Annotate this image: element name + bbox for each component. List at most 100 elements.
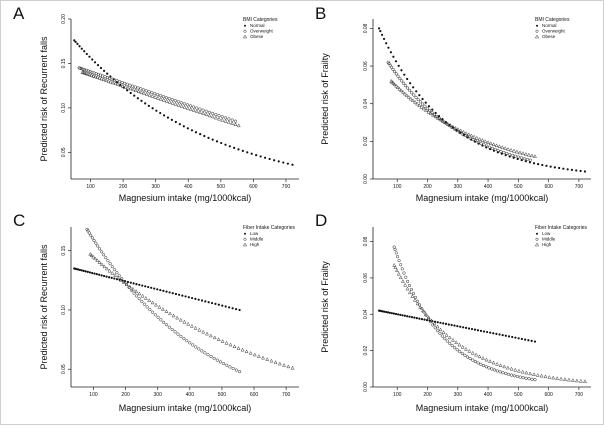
y-tick-label: 0.02 [363,136,369,146]
data-point [482,364,485,367]
data-point [287,163,289,165]
legend-entry: Low [250,231,259,236]
data-point [567,168,569,170]
data-point [387,47,389,49]
legend-marker [535,243,538,246]
data-point [413,317,415,319]
data-point [390,51,392,53]
data-point [147,286,149,288]
data-point [208,114,211,117]
data-point [159,289,161,291]
data-point [503,365,506,368]
data-point [224,117,227,120]
data-point [219,361,222,364]
data-point [172,314,175,317]
data-point [269,158,271,160]
data-point [496,370,499,373]
data-point [399,314,401,316]
data-point [395,252,398,255]
data-point [274,361,277,364]
data-point [168,97,171,100]
data-point [408,291,411,294]
series-high [89,253,294,370]
data-point [401,314,403,316]
data-point [116,276,119,279]
data-point [207,353,210,356]
data-point [144,102,146,104]
data-point [126,86,129,89]
data-point [126,83,129,86]
data-point [468,327,470,329]
x-axis-label: Magnesium intake (mg/1000kcal) [119,403,252,413]
data-point [487,141,490,144]
data-point [404,315,406,317]
data-point [165,99,168,102]
data-point [153,92,156,95]
data-point [510,148,513,151]
data-point [398,259,401,262]
data-point [129,87,132,90]
data-point [473,135,476,138]
y-tick-label: 0.20 [61,14,67,24]
legend: Fiber Intake CategoriesLowMiddleHigh [535,225,587,247]
data-point [399,77,402,80]
data-point [95,242,98,245]
data-point [215,113,218,116]
data-point [238,370,241,373]
data-point [103,70,105,72]
data-point [183,125,185,127]
data-point [396,255,399,258]
data-point [406,78,408,80]
y-tick-label: 0.10 [61,305,67,315]
data-point [477,329,479,331]
data-point [418,94,420,96]
data-point [498,333,500,335]
data-point [191,297,193,299]
data-point [86,53,88,55]
data-point [155,110,157,112]
data-point [140,100,142,102]
data-point [490,368,493,371]
data-point [140,91,143,94]
chart-panel-b: 100 200 300 400 500 600 7000.000.020.040.060.0… [320,17,591,203]
y-tick-label: 0.10 [61,103,67,113]
data-point [142,92,145,95]
data-point [142,89,145,92]
data-point [152,107,154,109]
data-point [385,311,387,313]
data-point [225,364,228,367]
series-overweight [387,61,532,161]
x-tick-label: 600 [250,392,259,398]
data-point [563,378,566,381]
data-point [428,105,430,107]
data-point [91,58,93,60]
data-point [148,90,151,93]
data-point [111,277,113,279]
data-point [550,166,552,168]
data-point [464,354,467,357]
y-tick-label: 0.05 [61,147,67,157]
data-point [81,48,83,50]
data-point [534,340,536,342]
data-point [184,295,186,297]
figure-canvas: A B C D 100 200 300 400 500 600 700 0.05 0.10 0.1… [0,0,604,425]
data-point [133,95,135,97]
data-point [221,115,224,118]
data-point [183,337,186,340]
data-point [85,270,87,272]
data-point [475,353,478,356]
data-point [89,234,92,237]
data-point [199,111,202,114]
data-point [401,280,404,283]
data-point [111,265,114,268]
data-point [109,262,112,265]
y-axis-label: Predicted risk of Frailty [320,53,330,145]
data-point [412,86,414,88]
data-point [410,91,413,94]
data-point [278,362,281,365]
data-point [74,41,76,43]
data-point [105,275,107,277]
data-point [165,323,168,326]
data-point [516,375,519,378]
data-point [168,100,171,103]
